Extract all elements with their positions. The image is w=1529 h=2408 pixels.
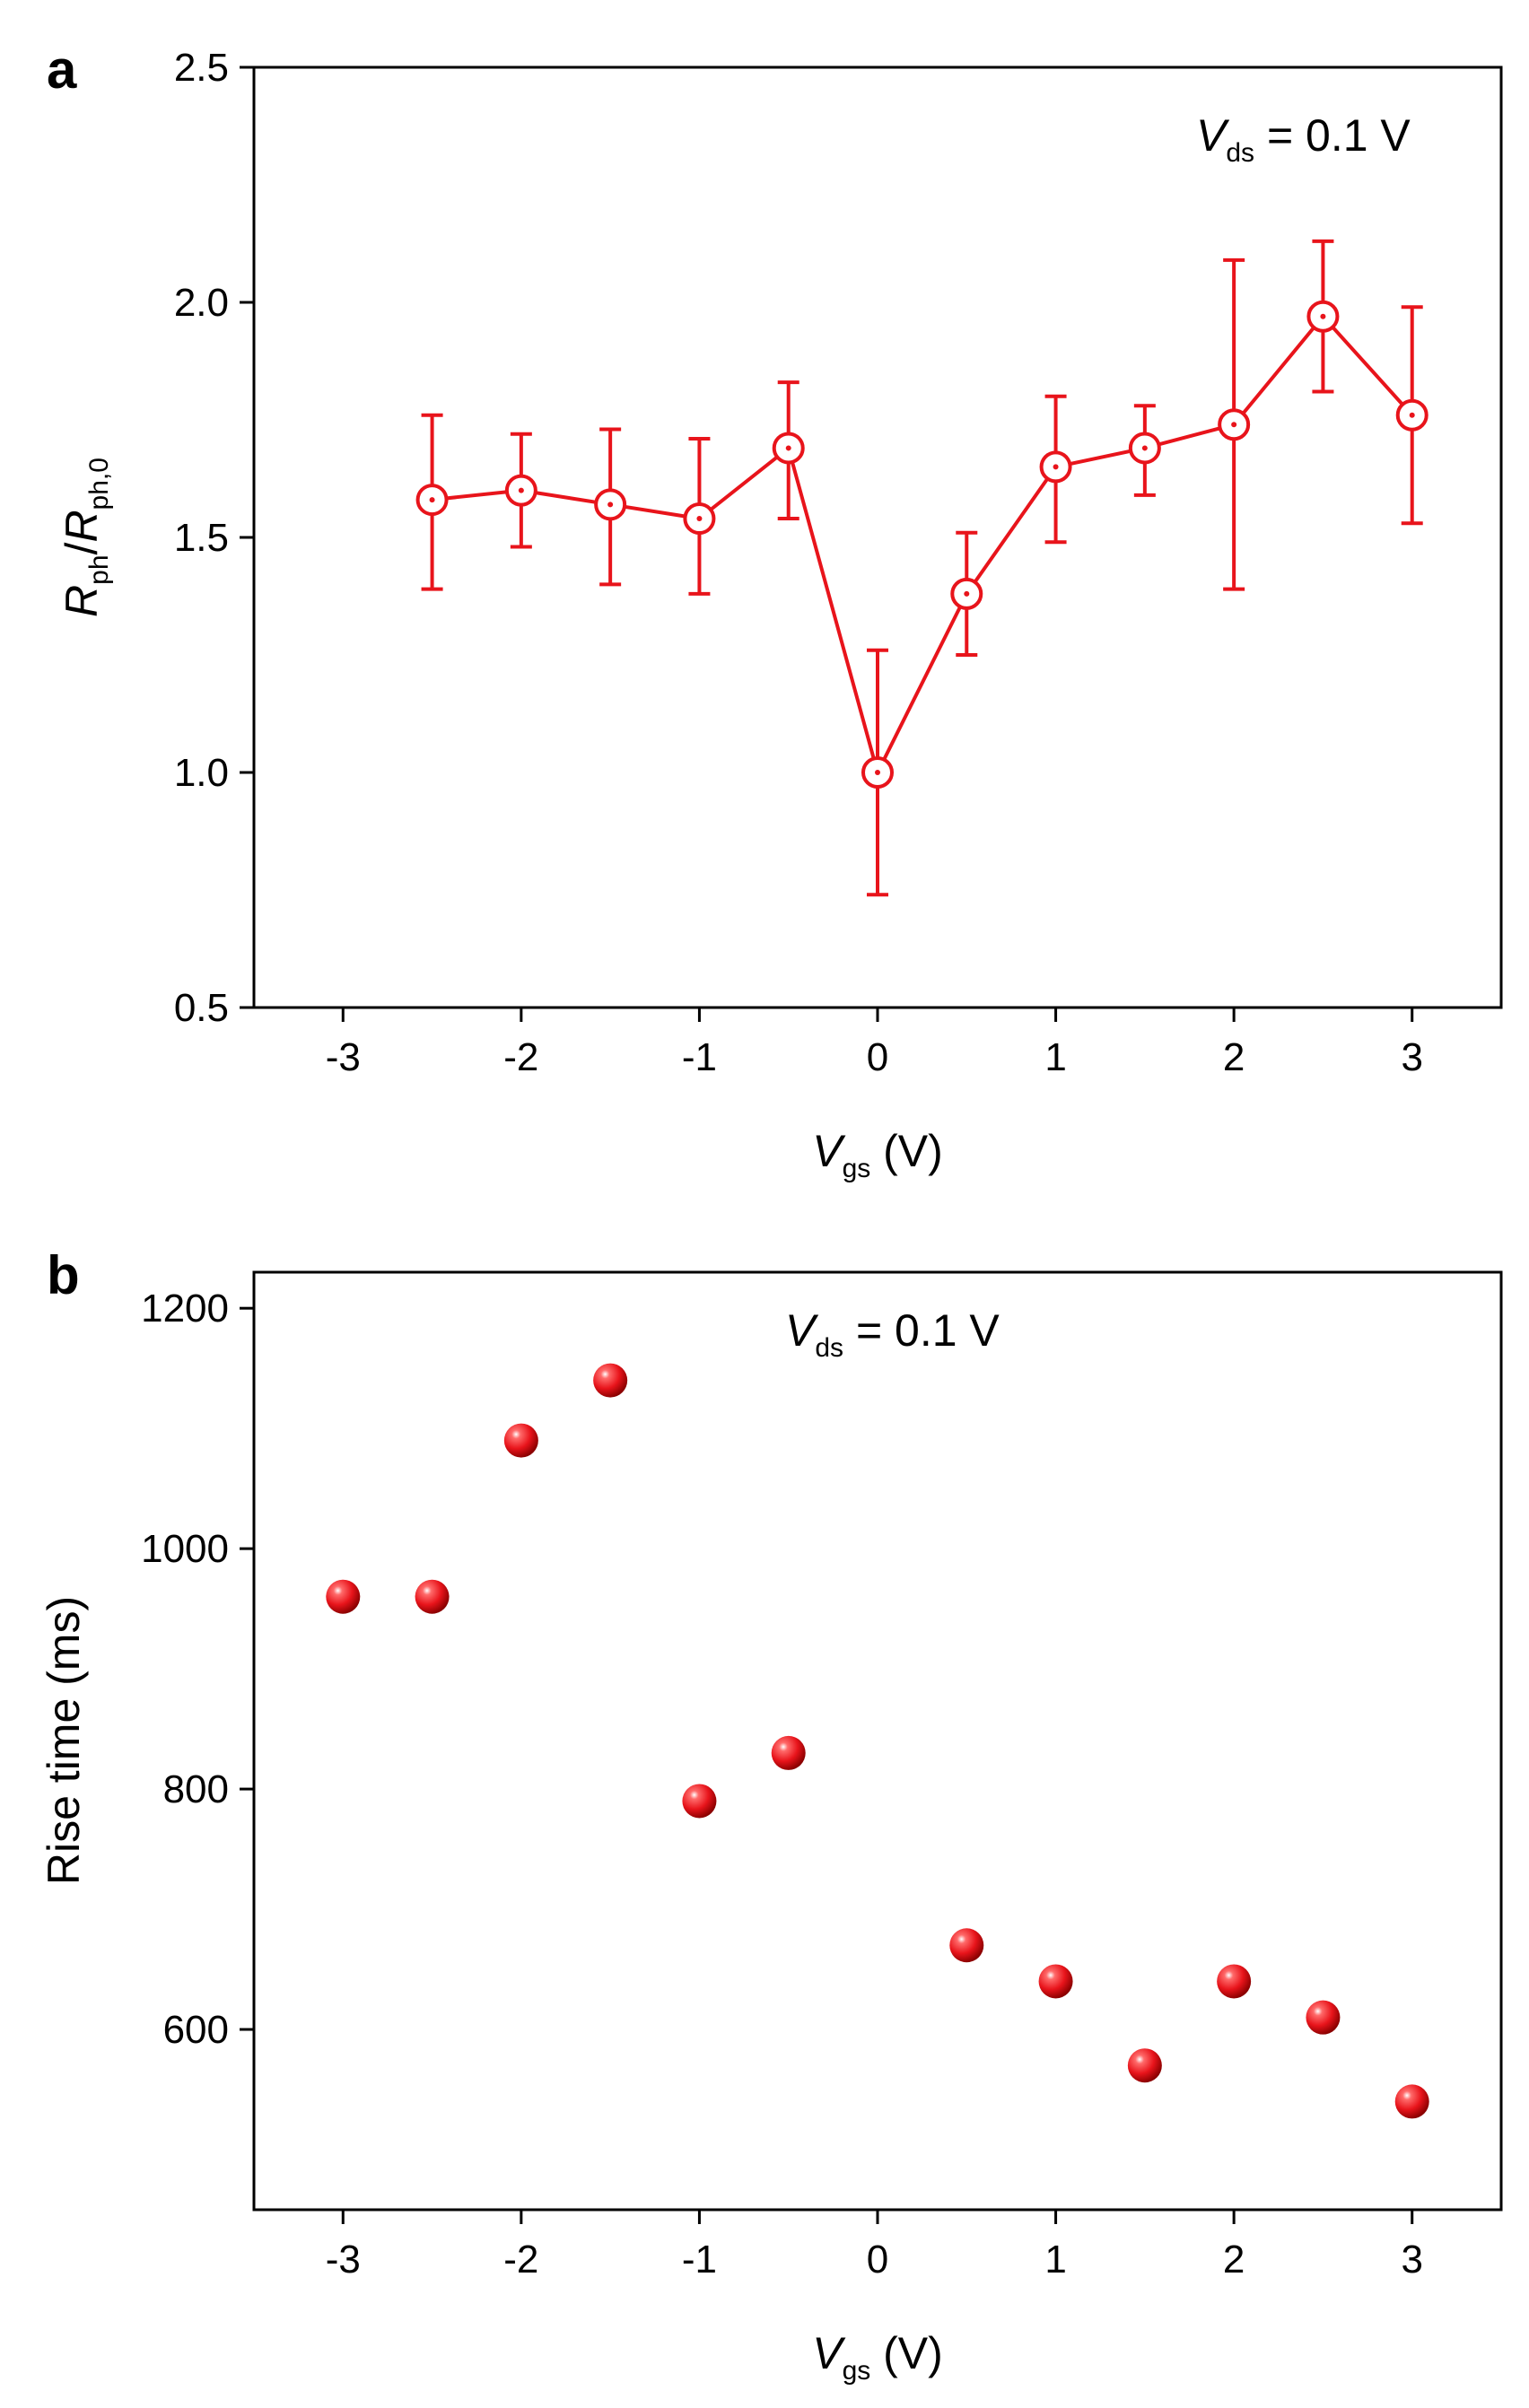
panel-b-series [326, 1363, 1429, 2119]
panel-b-y-tick-labels: 600 800 1000 1200 [141, 1287, 229, 2052]
panel-a-x-axis-label: Vgs (V) [812, 1126, 943, 1183]
x-tick-label: 0 [867, 1035, 888, 1079]
y-tick-label: 1000 [141, 1527, 229, 1571]
panel-b-label: b [47, 1245, 80, 1305]
panel-a-x-tick-labels: -3 -2 -1 0 1 2 3 [326, 1035, 1423, 1079]
panel-a-ticks [240, 65, 1414, 1022]
y-tick-label: 800 [163, 1767, 229, 1811]
data-point-center [1053, 464, 1059, 470]
data-point-center [1320, 313, 1326, 319]
data-point-center [875, 770, 880, 775]
data-point-center [1409, 412, 1415, 418]
data-point [415, 1579, 450, 1614]
data-point [593, 1363, 628, 1398]
x-tick-label: -3 [326, 1035, 361, 1079]
data-point [949, 1928, 984, 1963]
x-tick-label: 3 [1401, 2238, 1422, 2281]
panel-a-y-axis-label: Rph/Rph,0 [57, 458, 114, 617]
data-point [1217, 1964, 1252, 1999]
y-tick-label: 1200 [141, 1287, 229, 1331]
panel-b-plot-frame [252, 1270, 1503, 2212]
panel-a-label: a [47, 39, 77, 100]
panel-b-annotation: Vds = 0.1 V [785, 1305, 1000, 1363]
panel-b-ticks [240, 1306, 1414, 2224]
data-point [1127, 2048, 1162, 2083]
data-point-center [1141, 445, 1148, 451]
x-tick-label: 3 [1401, 1035, 1422, 1079]
data-point-center [1231, 422, 1237, 428]
x-tick-label: 1 [1044, 2238, 1066, 2281]
data-point [1306, 2000, 1341, 2035]
y-tick-label: 1.0 [174, 751, 229, 795]
panel-a-annotation: Vds = 0.1 V [1196, 110, 1411, 168]
panel-a-y-tick-labels: 0.5 1.0 1.5 2.0 2.5 [174, 46, 229, 1030]
data-point [1038, 1964, 1073, 1999]
data-point-center [429, 497, 435, 503]
y-tick-label: 2.5 [174, 46, 229, 90]
x-tick-label: -3 [326, 2238, 361, 2281]
panel-a-series [415, 239, 1429, 897]
y-tick-label: 2.0 [174, 281, 229, 325]
data-point-center [518, 487, 524, 493]
data-point-center [964, 590, 970, 597]
x-tick-label: -1 [682, 2238, 717, 2281]
x-tick-label: -2 [503, 1035, 538, 1079]
panel-a: a -3 -2 -1 0 1 2 3 0.5 1.0 1.5 2.0 2.5 Vds = 0.1 V… [47, 39, 1503, 1183]
x-tick-label: 2 [1223, 2238, 1245, 2281]
panel-b-x-tick-labels: -3 -2 -1 0 1 2 3 [326, 2238, 1423, 2281]
x-tick-label: -1 [682, 1035, 717, 1079]
x-tick-label: 0 [867, 2238, 888, 2281]
y-tick-label: 0.5 [174, 986, 229, 1030]
data-point [682, 1784, 717, 1819]
series-line [432, 313, 1414, 778]
data-point [503, 1423, 538, 1458]
data-point [326, 1579, 361, 1614]
x-tick-label: 2 [1223, 1035, 1245, 1079]
data-point-center [785, 445, 791, 451]
y-tick-label: 1.5 [174, 516, 229, 560]
panel-b-y-axis-label: Rise time (ms) [39, 1596, 89, 1885]
x-tick-label: -2 [503, 2238, 538, 2281]
data-point [771, 1735, 806, 1770]
data-point-center [607, 502, 614, 508]
data-point-center [696, 516, 703, 522]
x-tick-label: 1 [1044, 1035, 1066, 1079]
data-point [1394, 2084, 1429, 2119]
y-tick-label: 600 [163, 2008, 229, 2052]
panel-b-x-axis-label: Vgs (V) [812, 2328, 943, 2386]
